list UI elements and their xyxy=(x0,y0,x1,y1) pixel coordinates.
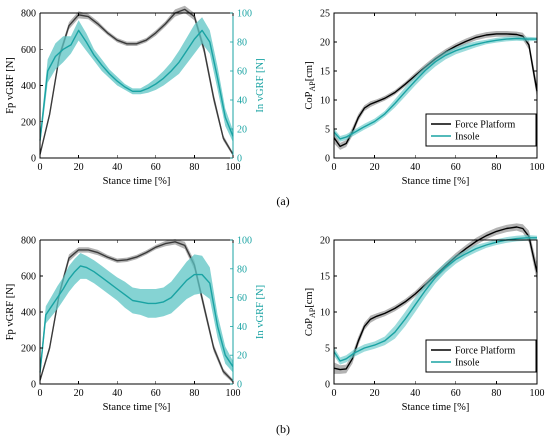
y-tick-label: 10 xyxy=(320,308,330,319)
x-tick-label: 100 xyxy=(530,388,545,399)
series-1-band xyxy=(40,253,233,379)
y-tick-label: 25 xyxy=(320,9,330,20)
y-right-tick-label: 0 xyxy=(237,154,242,165)
y-axis-label: Fp vGRF [N] xyxy=(5,57,16,114)
y-tick-label: 600 xyxy=(21,45,36,56)
x-tick-label: 0 xyxy=(332,162,337,173)
x-axis-label: Stance time [%] xyxy=(402,402,470,413)
y-axis-label: Fp vGRF [N] xyxy=(5,284,16,341)
y-right-tick-label: 80 xyxy=(237,264,247,275)
y-tick-label: 200 xyxy=(21,117,36,128)
chart-b-vgrf: 0 20 40 60 80 1000200400600800020406080100Sta… xyxy=(5,236,266,414)
y-tick-label: 0 xyxy=(325,380,330,391)
y-right-tick-label: 40 xyxy=(237,322,247,333)
y-tick-label: 400 xyxy=(21,81,36,92)
x-tick-label: 0 xyxy=(332,388,337,399)
x-tick-label: 100 xyxy=(226,162,241,173)
x-tick-label: 100 xyxy=(530,162,545,173)
x-tick-label: 0 xyxy=(38,162,43,173)
legend-box xyxy=(425,113,537,147)
chart-a-vgrf: 0 20 40 60 80 1000200400600800020406080100Sta… xyxy=(5,5,266,187)
y-tick-label: 5 xyxy=(325,344,330,355)
y-tick-label: 10 xyxy=(320,96,330,107)
x-tick-label: 100 xyxy=(226,388,241,399)
x-tick-label: 60 xyxy=(151,388,161,399)
y-tick-label: 20 xyxy=(320,236,330,247)
y-axis-label-right: In vGRF [N] xyxy=(255,58,266,112)
x-tick-label: 80 xyxy=(189,162,199,173)
y-axis-label-right: In vGRF [N] xyxy=(255,285,266,339)
y-tick-label: 15 xyxy=(320,67,330,78)
legend-box xyxy=(425,339,537,373)
x-tick-label: 80 xyxy=(491,162,501,173)
y-tick-label: 0 xyxy=(31,154,36,165)
series-1-line xyxy=(39,29,234,141)
y-axis-label: CoPAP[cm] xyxy=(304,61,317,109)
x-tick-label: 80 xyxy=(189,388,199,399)
panel-label-a: (a) xyxy=(276,194,289,208)
x-tick-label: 40 xyxy=(410,162,420,173)
y-tick-label: 200 xyxy=(21,344,36,355)
x-tick-label: 20 xyxy=(370,388,380,399)
y-right-tick-label: 20 xyxy=(237,351,247,362)
x-tick-label: 20 xyxy=(74,162,84,173)
x-tick-label: 20 xyxy=(74,388,84,399)
x-tick-label: 60 xyxy=(151,162,161,173)
x-axis-label: Stance time [%] xyxy=(402,176,470,187)
x-tick-label: 60 xyxy=(451,388,461,399)
series-1-line xyxy=(333,237,537,362)
chart-b-cop: 0 20 40 60 80 100 0 5 10 15 20 Stance time [%] CoPAP… xyxy=(304,223,545,413)
chart-a-cop: 0 20 40 60 80 100 0 5 10 15 20 25 Stance time [%] CoP… xyxy=(304,9,545,188)
x-tick-label: 80 xyxy=(491,388,501,399)
legend-label: Force Platform xyxy=(455,346,515,357)
x-tick-label: 20 xyxy=(370,162,380,173)
y-tick-label: 0 xyxy=(31,380,36,391)
y-tick-label: 600 xyxy=(21,272,36,283)
x-axis-label: Stance time [%] xyxy=(103,176,171,187)
legend-label: Force Platform xyxy=(455,120,515,131)
series-1-band xyxy=(334,36,537,142)
y-right-tick-label: 100 xyxy=(237,9,252,20)
series-1-band xyxy=(334,235,537,365)
legend-label: Insole xyxy=(455,358,480,369)
x-tick-label: 40 xyxy=(112,388,122,399)
x-tick-label: 40 xyxy=(112,162,122,173)
y-tick-label: 800 xyxy=(21,9,36,20)
y-tick-label: 400 xyxy=(21,308,36,319)
axis-box xyxy=(333,12,538,159)
y-tick-label: 5 xyxy=(325,125,330,136)
y-right-tick-label: 40 xyxy=(237,96,247,107)
y-right-tick-label: 80 xyxy=(237,38,247,49)
y-axis-label: CoPAP[cm] xyxy=(304,288,317,336)
x-tick-label: 0 xyxy=(38,388,43,399)
series-1-band xyxy=(40,17,233,147)
x-tick-label: 60 xyxy=(451,162,461,173)
y-tick-label: 20 xyxy=(320,38,330,49)
y-right-tick-label: 100 xyxy=(237,236,252,247)
y-right-tick-label: 60 xyxy=(237,293,247,304)
y-tick-label: 800 xyxy=(21,236,36,247)
y-tick-label: 0 xyxy=(325,154,330,165)
x-axis-label: Stance time [%] xyxy=(103,402,171,413)
series-1-line xyxy=(39,265,234,373)
y-tick-label: 15 xyxy=(320,272,330,283)
x-tick-label: 40 xyxy=(410,388,420,399)
legend-label: Insole xyxy=(455,132,480,143)
y-right-tick-label: 60 xyxy=(237,67,247,78)
y-right-tick-label: 20 xyxy=(237,125,247,136)
series-1-line xyxy=(333,37,537,140)
panel-label-b: (b) xyxy=(276,422,290,436)
y-right-tick-label: 0 xyxy=(237,380,242,391)
